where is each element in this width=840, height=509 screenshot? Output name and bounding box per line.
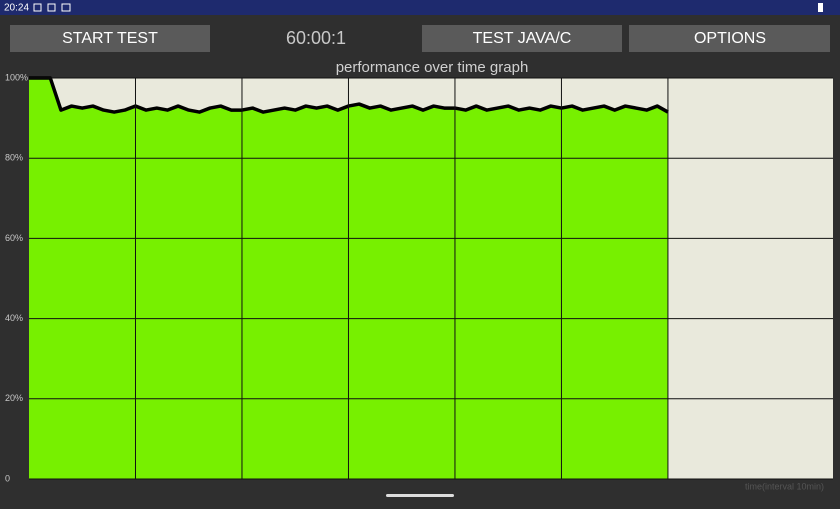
button-label[interactable]: TEST JAVA/C xyxy=(473,30,572,47)
nav-handle xyxy=(386,494,454,497)
y-tick-label: 40% xyxy=(5,313,23,323)
timer: 60:00:1 xyxy=(286,28,346,48)
y-tick-label: 60% xyxy=(5,233,23,243)
java-button[interactable] xyxy=(422,25,622,52)
y-tick-label: 0 xyxy=(5,473,10,483)
status-icon xyxy=(61,3,71,12)
status-icon xyxy=(47,3,56,12)
button-label[interactable]: OPTIONS xyxy=(694,30,766,47)
options-button[interactable] xyxy=(629,25,830,52)
button-label[interactable]: START TEST xyxy=(62,30,158,47)
battery-icon xyxy=(818,3,823,12)
y-tick-label: 20% xyxy=(5,393,23,403)
status-icon xyxy=(33,3,42,12)
start-button[interactable] xyxy=(10,25,210,52)
status-bar xyxy=(0,0,840,15)
y-tick-label: 80% xyxy=(5,153,23,163)
x-axis-label: time(interval 10min) xyxy=(745,481,824,491)
y-tick-label: 100% xyxy=(5,72,28,82)
chart-title: performance over time graph xyxy=(336,59,529,76)
status-time: 20:24 xyxy=(4,3,29,14)
